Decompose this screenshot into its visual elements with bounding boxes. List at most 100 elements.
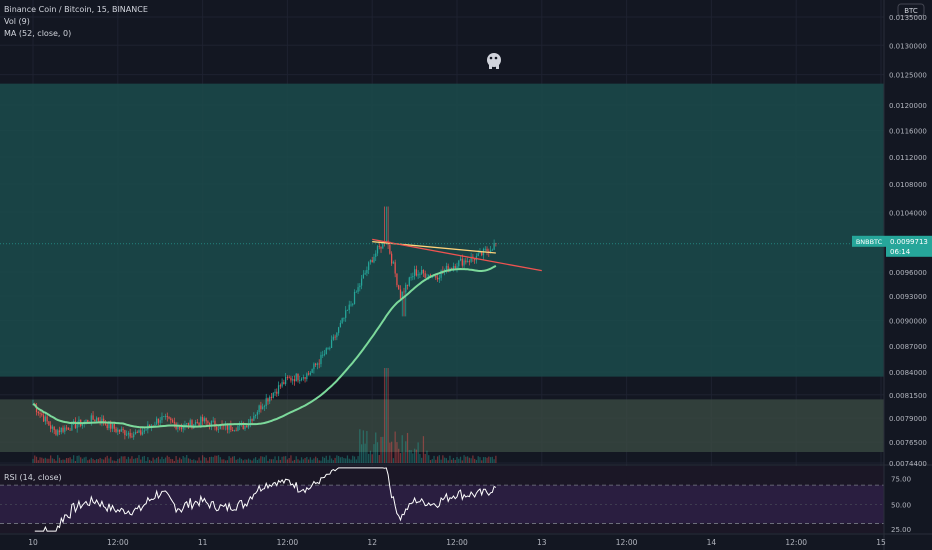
volume-bar (48, 458, 50, 463)
volume-bars (32, 368, 497, 463)
candle-body (246, 425, 248, 428)
volume-bar (396, 442, 398, 463)
price-tick-label: 0.0081500 (889, 392, 927, 400)
volume-bar (348, 458, 350, 463)
ma-legend[interactable]: MA (52, close, 0) (4, 29, 72, 38)
symbol-tag (852, 235, 886, 247)
volume-bar (281, 456, 283, 463)
candle-body (486, 248, 488, 252)
volume-bar (424, 453, 426, 463)
candle-body (470, 256, 472, 262)
candle-body (277, 385, 280, 394)
volume-bar (290, 455, 292, 463)
volume-bar (210, 456, 213, 463)
volume-bar (147, 457, 149, 463)
volume-bar (336, 455, 338, 463)
candle-body (352, 303, 354, 305)
volume-bar (433, 455, 435, 463)
volume-bar (389, 442, 391, 463)
candle-body (103, 418, 105, 424)
volume-bar (288, 458, 290, 463)
volume-bar (341, 456, 343, 463)
rsi-legend[interactable]: RSI (14, close) (4, 473, 62, 482)
symbol-legend[interactable]: Binance Coin / Bitcoin, 15, BINANCE (4, 5, 148, 14)
candle-body (406, 284, 409, 286)
volume-bar (62, 459, 64, 463)
candle-body (283, 382, 285, 385)
volume-bar (141, 456, 144, 463)
candle-body (281, 382, 283, 387)
volume-bar (131, 456, 133, 463)
candle-body (285, 377, 287, 385)
time-tick-label: 12:00 (107, 538, 129, 547)
volume-bar (168, 456, 170, 463)
volume-bar (95, 459, 98, 463)
volume-bar (207, 460, 209, 463)
volume-bar (216, 455, 218, 463)
volume-bar (458, 458, 460, 463)
candle-body (129, 432, 131, 437)
volume-bar (269, 458, 271, 463)
candle-body (477, 253, 479, 257)
volume-bar (94, 460, 96, 463)
candle-body (69, 429, 71, 431)
volume-bar (74, 460, 77, 463)
volume-bar (313, 458, 315, 463)
volume-bar (285, 456, 287, 463)
candle-body (39, 413, 41, 414)
volume-bar (369, 450, 372, 463)
volume-bar (366, 430, 368, 463)
candle-body (419, 273, 421, 275)
volume-bar (254, 457, 257, 463)
volume-bar (140, 459, 142, 463)
volume-bar (126, 459, 128, 463)
volume-bar (293, 459, 296, 463)
volume-bar (249, 459, 251, 463)
candle-body (138, 430, 140, 433)
volume-bar (426, 450, 428, 463)
candle-body (74, 421, 77, 429)
volume-bar (201, 455, 204, 463)
volume-bar (258, 458, 260, 463)
candle-body (463, 260, 465, 266)
candle-body (210, 421, 213, 427)
volume-bar (179, 457, 181, 463)
price-tick-label: 0.0116000 (889, 128, 927, 136)
candle-body (461, 258, 463, 266)
candle-body (97, 417, 99, 421)
volume-bar (484, 457, 486, 463)
volume-bar (90, 457, 92, 463)
volume-bar (436, 456, 439, 463)
volume-bar (378, 454, 380, 463)
candle-body (209, 422, 211, 427)
volume-bar (382, 436, 384, 463)
candle-body (58, 430, 61, 433)
price-tick-label: 0.0135000 (889, 14, 927, 22)
candle-body (237, 426, 239, 431)
candle-body (327, 348, 329, 349)
time-tick-label: 15 (876, 538, 886, 547)
candle-body (371, 260, 373, 263)
volume-legend[interactable]: Vol (9) (4, 17, 30, 26)
volume-bar (276, 460, 278, 463)
candle-body (131, 436, 133, 438)
candle-body (133, 434, 135, 438)
volume-bar (104, 457, 107, 463)
candle-body (205, 418, 207, 422)
volume-bar (143, 455, 145, 463)
volume-bar (57, 455, 59, 463)
volume-bar (221, 459, 223, 463)
candle-body (267, 398, 269, 402)
volume-bar (286, 459, 289, 463)
candle-body (55, 430, 57, 435)
volume-bar (108, 458, 110, 463)
volume-bar (224, 460, 227, 463)
candle-body (232, 429, 234, 431)
volume-bar (461, 460, 463, 463)
candle-body (304, 377, 306, 380)
volume-bar (101, 458, 103, 463)
time-axis[interactable]: 10 12:00 11 12:00 12 12:00 13 12:00 14 12:00 15 (28, 538, 886, 547)
candle-body (46, 416, 48, 422)
